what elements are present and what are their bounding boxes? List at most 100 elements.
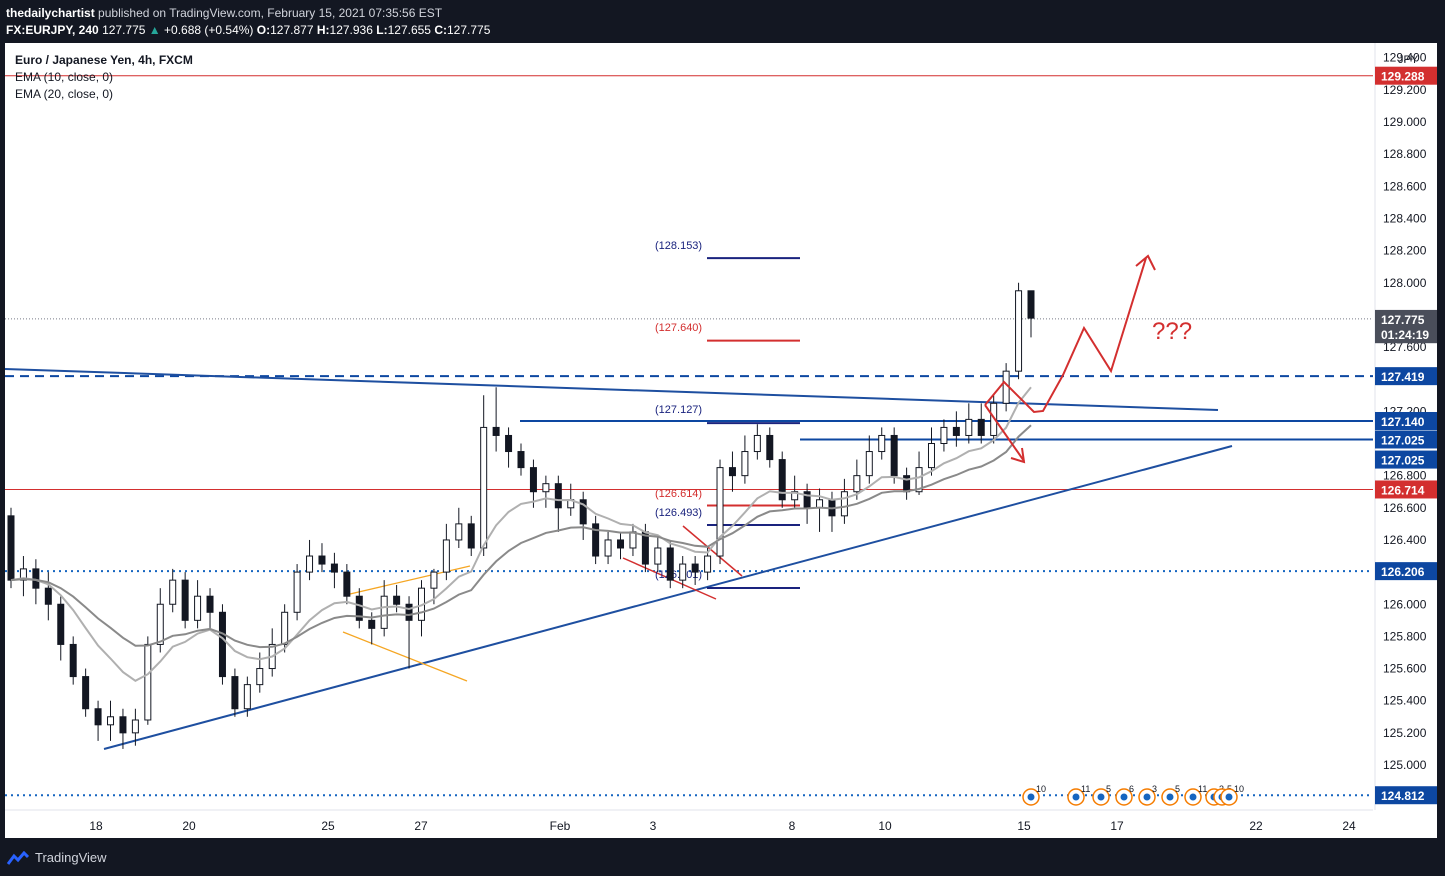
- x-tick-label: 17: [1110, 819, 1124, 833]
- candle-body: [144, 643, 152, 721]
- event-badge-count: 11: [1198, 784, 1207, 794]
- candle: [691, 556, 699, 585]
- candle: [144, 636, 152, 725]
- candle-body: [517, 451, 525, 469]
- price-badge-label: 127.775: [1381, 313, 1425, 327]
- candle-body: [840, 491, 848, 517]
- event-flag-icon: [1072, 793, 1080, 801]
- fib-level-label: (127.640): [655, 322, 702, 334]
- candle-body: [181, 579, 189, 621]
- x-tick-label: 20: [182, 819, 196, 833]
- candle-body: [69, 643, 77, 678]
- bearish-alt-path: [984, 404, 1025, 462]
- candle: [32, 559, 40, 605]
- y-tick-label: 127.600: [1383, 340, 1427, 354]
- event-badge: 6: [1115, 784, 1134, 806]
- candle: [231, 668, 239, 717]
- candle: [119, 708, 127, 749]
- price-badge-label: 127.419: [1381, 370, 1425, 384]
- candle-body: [119, 716, 127, 734]
- candle-body: [952, 426, 960, 436]
- price-badge: 124.812: [1375, 786, 1437, 805]
- tradingview-brand: TradingView: [35, 850, 107, 865]
- candle-body: [554, 483, 562, 509]
- candle: [7, 507, 15, 589]
- candle-body: [629, 531, 637, 549]
- event-flag-icon: [1120, 793, 1128, 801]
- candle-body: [393, 595, 401, 605]
- candle-body: [480, 426, 488, 549]
- candle: [181, 572, 189, 629]
- candle: [952, 411, 960, 447]
- candle-body: [641, 531, 649, 565]
- candle: [268, 628, 276, 677]
- event-badge: 11: [1067, 784, 1090, 806]
- candle-body: [704, 555, 712, 573]
- open-value: 127.877: [270, 23, 314, 37]
- price-badge-bg: [1375, 450, 1437, 469]
- candle-body: [231, 676, 239, 710]
- x-tick-label: 15: [1017, 819, 1031, 833]
- high-value: 127.936: [329, 23, 373, 37]
- candle-body: [343, 571, 351, 597]
- price-badge-bg: [1375, 480, 1437, 499]
- candle: [977, 403, 985, 444]
- y-tick-label: 129.400: [1383, 51, 1427, 65]
- candle-body: [579, 499, 587, 525]
- candle: [355, 588, 363, 629]
- price-badge-bg: [1375, 411, 1437, 430]
- x-tick-label: 27: [414, 819, 428, 833]
- candle: [82, 668, 90, 717]
- event-badge-count: 11: [1081, 784, 1090, 794]
- ema10-legend[interactable]: EMA (10, close, 0): [15, 70, 114, 84]
- tradingview-logo[interactable]: TradingView: [7, 850, 107, 865]
- candle: [505, 427, 513, 468]
- candle-body: [529, 467, 537, 493]
- price-badge-bg: [1375, 325, 1437, 344]
- candle-body: [940, 426, 948, 444]
- candle: [194, 580, 202, 629]
- candle: [542, 475, 550, 508]
- candle: [243, 676, 251, 717]
- x-tick-label: 8: [789, 819, 796, 833]
- chart-frame: [5, 43, 1437, 838]
- candle: [865, 435, 873, 484]
- candle: [417, 580, 425, 637]
- candle-body: [816, 499, 824, 509]
- event-flag-icon: [1143, 793, 1151, 801]
- price-badge-label: 127.025: [1381, 454, 1425, 468]
- up-arrow-icon: ▲: [148, 23, 161, 37]
- candle-body: [32, 568, 40, 589]
- candle: [554, 475, 562, 532]
- candle-body: [878, 434, 886, 453]
- author-name[interactable]: thedailychartist: [6, 6, 95, 20]
- candle: [1027, 290, 1035, 338]
- candle-body: [405, 603, 413, 621]
- x-tick-label: 18: [89, 819, 103, 833]
- candle-body: [57, 603, 65, 645]
- candle: [741, 435, 749, 484]
- candle: [878, 427, 886, 460]
- candle-body: [455, 523, 463, 541]
- candle: [492, 387, 500, 452]
- candle-body: [890, 434, 898, 477]
- candle-body: [330, 563, 338, 573]
- candle-body: [691, 563, 699, 573]
- candle-body: [131, 719, 139, 734]
- y-tick-label: 128.200: [1383, 244, 1427, 258]
- candle-body: [977, 418, 985, 436]
- event-badge: 10: [1220, 784, 1244, 806]
- y-tick-label: 126.000: [1383, 597, 1427, 611]
- x-tick-label: 25: [321, 819, 335, 833]
- candle: [679, 556, 687, 589]
- price-badge-bg: [1375, 786, 1437, 805]
- tradingview-logo-icon: [7, 850, 29, 865]
- candle: [480, 395, 488, 557]
- candle-body: [318, 555, 326, 565]
- event-flag-icon: [1027, 793, 1035, 801]
- ascending-trendline: [103, 445, 1233, 750]
- event-badge-count: 3: [1152, 784, 1157, 794]
- ema20-legend[interactable]: EMA (20, close, 0): [15, 87, 114, 101]
- candle-body: [442, 539, 450, 573]
